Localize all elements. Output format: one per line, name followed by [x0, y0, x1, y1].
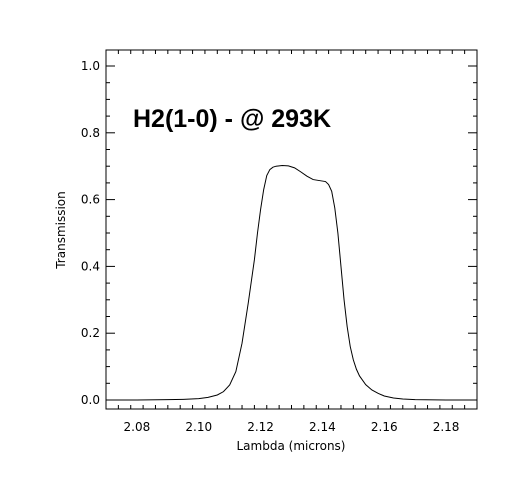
y-axis-ticks: 0.0 0.2 0.4 0.6 0.8 1.0 [81, 59, 477, 407]
y-tick-label: 0.2 [81, 326, 100, 340]
y-tick-label: 0.8 [81, 126, 100, 140]
x-tick-label: 2.14 [309, 420, 336, 434]
x-tick-label: 2.10 [185, 420, 212, 434]
y-tick-label: 0.6 [81, 193, 100, 207]
x-tick-label: 2.08 [124, 420, 151, 434]
plot-annotation: H2(1-0) - @ 293K [133, 105, 331, 133]
x-tick-label: 2.16 [371, 420, 398, 434]
x-tick-label: 2.12 [247, 420, 274, 434]
x-axis-ticks: 2.08 2.10 2.12 2.14 2.16 2.18 [117, 50, 466, 434]
x-tick-label: 2.18 [433, 420, 460, 434]
plot-frame [105, 49, 478, 410]
y-tick-label: 0.0 [81, 393, 100, 407]
y-tick-label: 0.4 [81, 259, 100, 273]
x-axis-label: Lambda (microns) [237, 439, 346, 453]
y-tick-label: 1.0 [81, 59, 100, 73]
transmission-curve [106, 165, 477, 401]
y-axis-label: Transmission [54, 191, 68, 270]
